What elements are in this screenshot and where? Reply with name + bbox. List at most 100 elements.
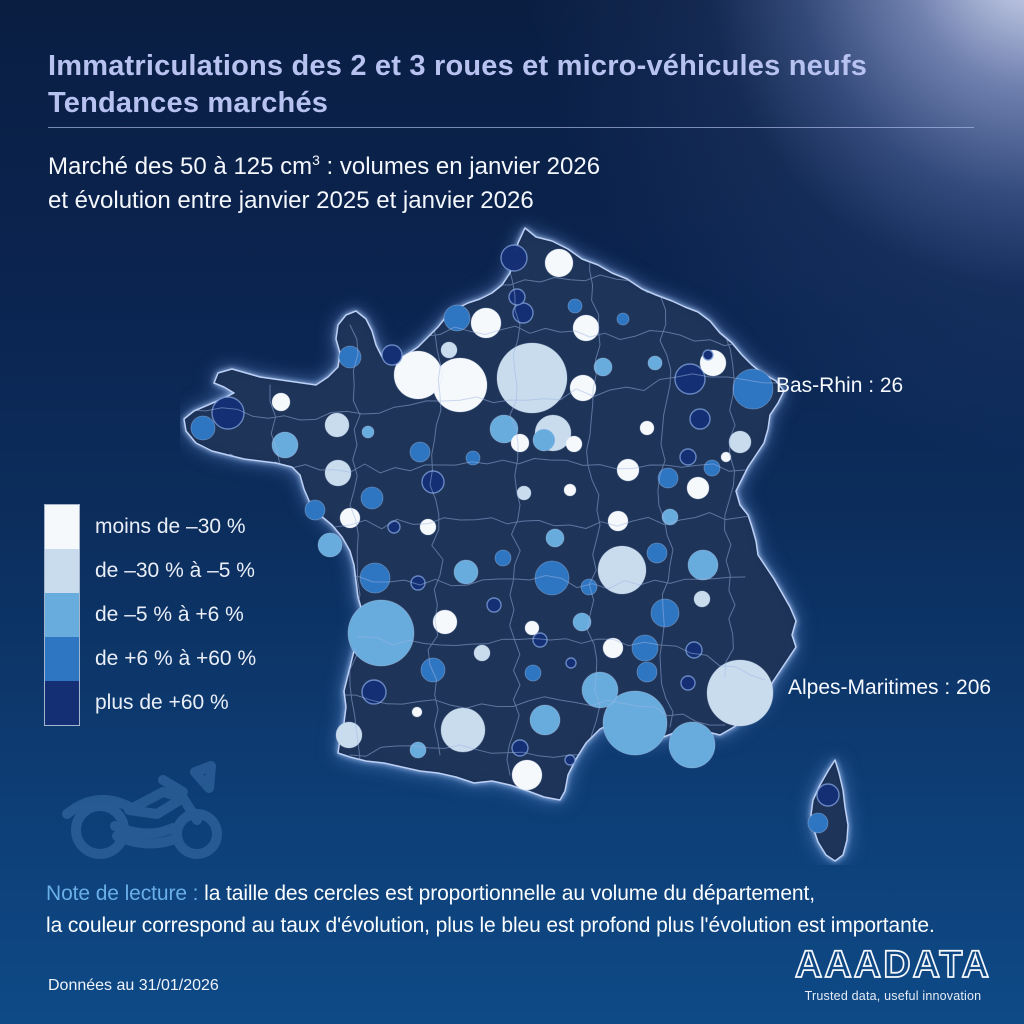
department-bubble <box>409 441 431 463</box>
department-bubble <box>720 451 732 463</box>
department-bubble <box>359 562 391 594</box>
department-border-line <box>329 634 766 681</box>
legend-label: moins de –30 % <box>95 515 246 538</box>
department-bubble <box>421 470 445 494</box>
department-bubble <box>647 355 663 371</box>
department-border-line <box>657 294 674 728</box>
department-bubble <box>565 435 583 453</box>
department-bubble <box>524 620 540 636</box>
department-bubble <box>639 420 655 436</box>
subtitle-text-2: : volumes en janvier 2026 <box>319 153 601 180</box>
department-bubble <box>387 520 401 534</box>
department-bubble <box>544 248 574 278</box>
department-bubble <box>564 754 576 766</box>
department-bubble <box>304 499 326 521</box>
department-bubble <box>524 664 542 682</box>
department-bubble <box>317 532 343 558</box>
department-bubble <box>494 549 512 567</box>
department-bubble <box>816 783 840 807</box>
department-border-line <box>409 325 756 348</box>
moto-exhaust-1 <box>110 821 178 839</box>
legend-label: de –30 % à –5 % <box>95 559 255 582</box>
legend-item: moins de –30 % <box>45 505 256 549</box>
department-bubble <box>432 357 488 413</box>
department-bubble <box>271 392 291 412</box>
map-legend: moins de –30 % de –30 % à –5 % de –5 % à… <box>44 504 256 726</box>
department-bubble <box>597 545 647 595</box>
department-bubble <box>732 368 774 410</box>
department-bubble <box>636 661 658 683</box>
department-bubble <box>420 657 446 683</box>
department-bubble <box>324 459 352 487</box>
department-bubble <box>565 657 577 669</box>
note-lead: Note de lecture : <box>46 882 199 905</box>
department-bubble <box>432 609 458 635</box>
logo-tagline: Trusted data, useful innovation <box>804 988 982 1003</box>
department-bubble <box>646 542 668 564</box>
department-bubble <box>572 612 592 632</box>
aaa-data-logo: AAADATA Trusted data, useful innovation <box>788 943 998 1003</box>
legend-swatch-skyblue <box>45 593 79 637</box>
department-bubble <box>381 344 403 366</box>
subtitle-text: Marché des 50 à 125 cm <box>48 153 313 180</box>
department-border-line <box>427 304 444 756</box>
department-bubble <box>702 349 714 361</box>
department-border-line <box>189 373 781 421</box>
title-line-2: Tendances marchés <box>48 87 329 120</box>
department-bubble <box>496 342 568 414</box>
map-svg <box>183 227 849 862</box>
logo-wordmark: AAADATA <box>794 943 992 986</box>
department-bubble <box>409 741 427 759</box>
title-line-1: Immatriculations des 2 et 3 roues et mic… <box>48 50 868 82</box>
department-bubble <box>602 637 624 659</box>
motorcycle-icon <box>62 761 222 859</box>
department-bubble <box>532 428 556 452</box>
legend-swatch-lightblue <box>45 549 79 593</box>
reading-note: Note de lecture : la taille des cercles … <box>46 878 1006 941</box>
department-bubble <box>440 341 458 359</box>
department-bubble <box>271 431 299 459</box>
moto-handlebar <box>158 775 188 797</box>
department-bubble <box>680 675 696 691</box>
department-bubble <box>661 508 679 526</box>
department-bubble <box>728 430 752 454</box>
legend-swatch-navy <box>45 681 79 725</box>
department-border-line <box>724 334 736 678</box>
department-bubble <box>689 408 711 430</box>
department-bubble <box>563 483 577 497</box>
department-bubble <box>443 304 471 332</box>
department-bubble <box>650 598 680 628</box>
legend-item: de –30 % à –5 % <box>45 549 256 593</box>
legend-label: de +6 % à +60 % <box>95 647 257 670</box>
department-bubble <box>453 559 479 585</box>
corsica-outline <box>810 759 849 862</box>
page-title: Immatriculations des 2 et 3 roues et mic… <box>48 48 978 122</box>
department-bubble <box>593 357 613 377</box>
department-border-line <box>349 324 361 761</box>
france-bubble-map <box>180 215 880 865</box>
department-bubble <box>324 412 350 438</box>
department-bubble <box>693 590 711 608</box>
legend-item: de +6 % à +60 % <box>45 637 256 681</box>
department-bubble <box>510 433 530 453</box>
legend-label: de –5 % à +6 % <box>95 603 244 626</box>
department-bubble <box>360 486 384 510</box>
data-date: Données au 31/01/2026 <box>48 977 219 994</box>
department-bubble <box>419 518 437 536</box>
department-bubble <box>411 706 423 718</box>
department-bubble <box>511 739 529 757</box>
department-border-line <box>506 234 521 776</box>
department-bubble <box>807 812 829 834</box>
department-bubble <box>703 459 721 477</box>
annotation-bas-rhin: Bas-Rhin : 26 <box>776 374 904 397</box>
department-bubble <box>580 578 598 596</box>
map-subtitle: Marché des 50 à 125 cm3 : volumes en jan… <box>48 150 748 218</box>
moto-fork <box>178 793 202 825</box>
title-divider <box>48 127 974 128</box>
department-bubble <box>581 671 619 709</box>
department-border-line <box>586 254 601 771</box>
department-bubble <box>486 597 502 613</box>
department-bubble <box>347 599 415 667</box>
department-bubble <box>686 476 710 500</box>
